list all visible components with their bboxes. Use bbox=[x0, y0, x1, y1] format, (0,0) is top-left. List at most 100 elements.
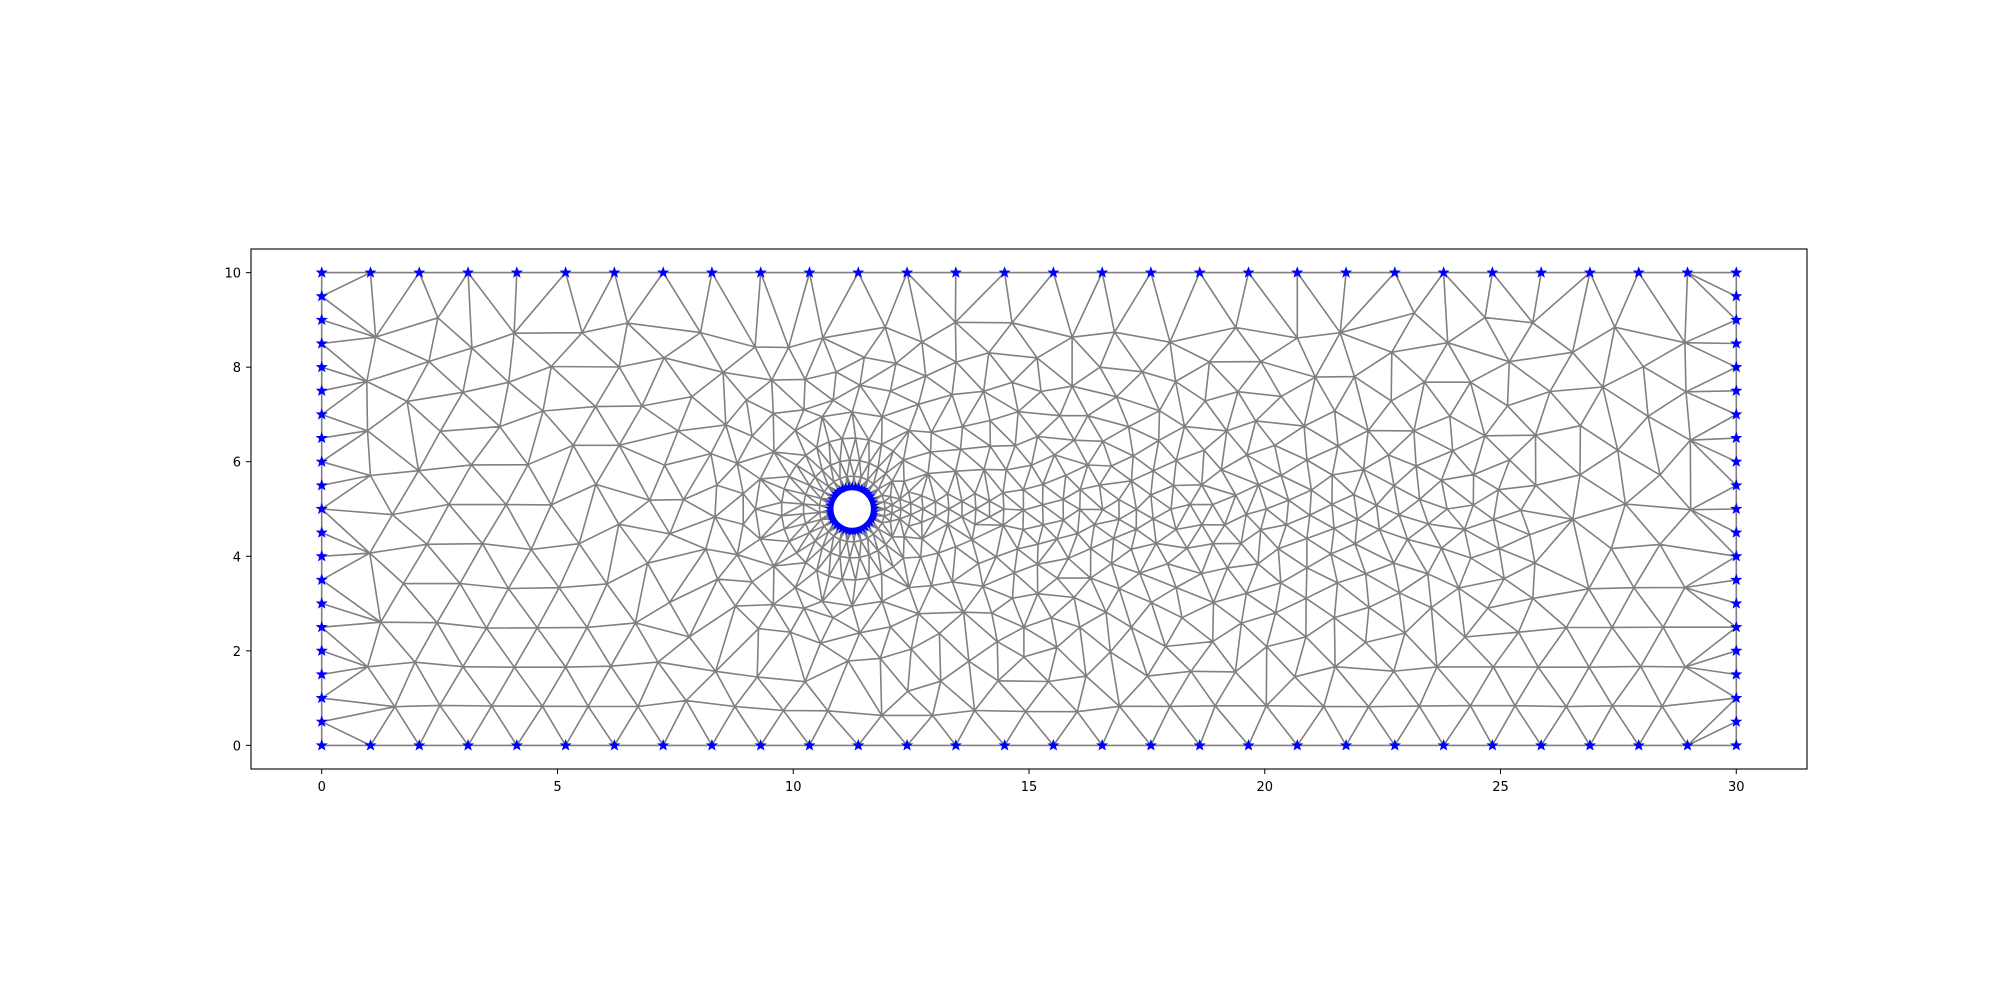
boundary-node-star bbox=[461, 266, 475, 278]
boundary-node-star bbox=[559, 266, 572, 278]
boundary-node-star bbox=[1339, 739, 1353, 751]
boundary-node-star bbox=[315, 549, 328, 562]
boundary-node-star bbox=[315, 620, 328, 633]
boundary-node-star bbox=[1193, 739, 1206, 751]
boundary-node-star bbox=[754, 266, 767, 278]
boundary-node-star bbox=[1730, 266, 1743, 278]
x-tick-label: 0 bbox=[318, 780, 326, 795]
boundary-node-star bbox=[1437, 739, 1450, 751]
boundary-node-star bbox=[461, 739, 475, 751]
boundary-node-star bbox=[949, 739, 962, 751]
boundary-node-star bbox=[1730, 644, 1743, 657]
boundary-node-star bbox=[315, 266, 328, 278]
boundary-node-star bbox=[705, 739, 719, 751]
boundary-node-star bbox=[1730, 384, 1743, 397]
boundary-node-star bbox=[364, 266, 377, 278]
boundary-node-star bbox=[1632, 739, 1645, 751]
boundary-node-star bbox=[559, 739, 572, 751]
boundary-node-star bbox=[315, 526, 328, 538]
boundary-node-star bbox=[315, 384, 328, 397]
boundary-node-star bbox=[1144, 739, 1158, 751]
boundary-node-star bbox=[1730, 431, 1743, 444]
boundary-node-star bbox=[1535, 739, 1548, 751]
boundary-node-star bbox=[1730, 479, 1743, 491]
y-tick-label: 0 bbox=[233, 739, 241, 754]
boundary-node-star bbox=[1730, 455, 1743, 467]
boundary-node-star bbox=[1535, 266, 1548, 278]
boundary-node-star bbox=[315, 668, 328, 680]
boundary-node-star bbox=[900, 266, 914, 278]
x-tick-label: 10 bbox=[785, 780, 802, 795]
boundary-node-star bbox=[1730, 620, 1743, 633]
boundary-node-star bbox=[1632, 266, 1645, 278]
boundary-node-star bbox=[315, 337, 328, 349]
boundary-node-star bbox=[1242, 739, 1255, 751]
obstacle-boundary bbox=[828, 485, 876, 533]
boundary-node-star bbox=[1730, 668, 1743, 680]
tick-labels: 0 5 10 15 20 25 30 0 2 4 6 8 10 bbox=[224, 267, 1744, 795]
axes bbox=[246, 248, 1808, 774]
boundary-node-star bbox=[364, 739, 377, 751]
boundary-node-star bbox=[315, 313, 328, 326]
boundary-node-star bbox=[608, 739, 621, 751]
boundary-node-star bbox=[315, 597, 328, 609]
boundary-node-star bbox=[852, 739, 865, 751]
boundary-node-star bbox=[754, 739, 767, 751]
boundary-node-star bbox=[1096, 739, 1109, 751]
x-tick-label: 5 bbox=[553, 780, 561, 795]
boundary-node-star bbox=[1583, 739, 1597, 751]
x-tick-label: 20 bbox=[1256, 780, 1273, 795]
boundary-node-star bbox=[510, 266, 523, 278]
boundary-node-star bbox=[1730, 502, 1743, 515]
boundary-node-star bbox=[803, 739, 816, 751]
y-tick-label: 10 bbox=[224, 267, 241, 282]
boundary-node-star bbox=[1388, 739, 1401, 751]
boundary-node-star bbox=[1681, 739, 1694, 751]
boundary-node-star bbox=[315, 573, 328, 586]
boundary-node-star bbox=[315, 502, 328, 515]
boundary-node-star bbox=[1730, 691, 1743, 704]
boundary-node-star bbox=[315, 715, 328, 727]
boundary-node-star bbox=[1730, 573, 1743, 586]
y-tick-label: 6 bbox=[233, 456, 241, 471]
boundary-node-star bbox=[1339, 266, 1353, 278]
boundary-node-star bbox=[1730, 597, 1743, 609]
y-tick-label: 2 bbox=[233, 645, 241, 660]
boundary-node-star bbox=[705, 266, 719, 278]
boundary-node-star bbox=[315, 455, 328, 467]
boundary-node-star bbox=[1730, 549, 1743, 562]
boundary-node-star bbox=[315, 479, 328, 491]
boundary-node-star bbox=[510, 739, 523, 751]
boundary-node-star bbox=[315, 431, 328, 444]
boundary-node-star bbox=[413, 266, 426, 278]
boundary-node-star bbox=[1486, 266, 1499, 278]
boundary-node-star bbox=[998, 266, 1011, 278]
boundary-node-star bbox=[1242, 266, 1255, 278]
boundary-node-star bbox=[998, 739, 1011, 751]
boundary-node-markers bbox=[315, 266, 1743, 751]
boundary-node-star bbox=[315, 691, 328, 704]
y-tick-label: 4 bbox=[233, 550, 241, 565]
boundary-node-star bbox=[1730, 715, 1743, 727]
boundary-node-star bbox=[315, 408, 328, 420]
boundary-node-star bbox=[1730, 360, 1743, 373]
x-tick-label: 15 bbox=[1021, 780, 1038, 795]
boundary-node-star bbox=[1388, 266, 1401, 278]
boundary-node-star bbox=[1193, 266, 1206, 278]
boundary-node-star bbox=[1047, 266, 1060, 278]
boundary-node-star bbox=[1730, 337, 1743, 349]
boundary-node-star bbox=[413, 739, 426, 751]
boundary-node-star bbox=[1681, 266, 1694, 278]
boundary-node-star bbox=[1730, 408, 1743, 420]
boundary-node-star bbox=[1047, 739, 1060, 751]
boundary-node-star bbox=[315, 739, 328, 751]
boundary-node-star bbox=[1291, 266, 1304, 278]
boundary-node-star bbox=[657, 739, 670, 751]
boundary-node-star bbox=[852, 266, 865, 278]
boundary-node-star bbox=[657, 266, 670, 278]
y-tick-label: 8 bbox=[233, 361, 241, 376]
x-tick-label: 25 bbox=[1492, 780, 1509, 795]
boundary-node-star bbox=[900, 739, 914, 751]
